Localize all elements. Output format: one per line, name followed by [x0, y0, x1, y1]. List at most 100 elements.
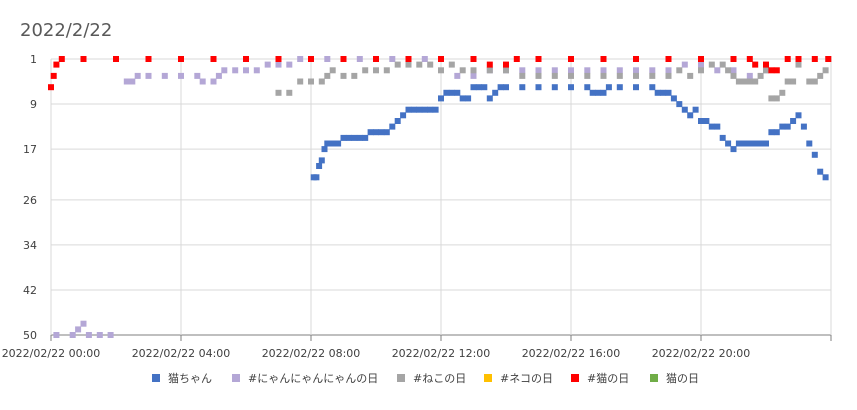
data-point — [714, 123, 721, 130]
data-point — [568, 84, 574, 91]
data-point — [389, 123, 396, 130]
data-point — [633, 56, 639, 62]
data-point — [329, 67, 336, 74]
data-point — [687, 112, 694, 119]
data-point — [568, 72, 574, 79]
data-point — [470, 72, 477, 79]
legend-swatch — [650, 374, 658, 382]
data-point — [811, 56, 818, 62]
data-point — [316, 163, 323, 169]
chart-title: 2022/2/22 — [20, 20, 112, 41]
data-point — [535, 56, 542, 62]
data-point — [96, 332, 103, 338]
data-point — [773, 95, 780, 102]
data-point — [58, 56, 65, 62]
y-tick-label: 1 — [30, 53, 37, 66]
data-point — [649, 84, 656, 91]
data-point — [318, 78, 325, 85]
data-point — [741, 140, 748, 147]
data-point — [817, 72, 824, 79]
data-point — [654, 89, 661, 96]
data-point — [405, 56, 412, 62]
data-point — [308, 56, 314, 62]
data-point — [465, 95, 472, 102]
data-point — [730, 67, 737, 74]
y-tick-label: 34 — [23, 239, 37, 252]
data-point — [730, 146, 737, 153]
data-point — [773, 67, 780, 74]
x-tick-label: 2022/02/22 12:00 — [392, 347, 491, 360]
data-point — [719, 61, 726, 68]
data-point — [107, 332, 114, 338]
series-1 — [53, 56, 769, 338]
data-point — [69, 332, 76, 338]
data-point — [53, 332, 60, 338]
data-point — [470, 84, 477, 91]
data-point — [454, 89, 461, 96]
data-point — [123, 78, 130, 85]
data-point — [665, 89, 672, 96]
data-point — [825, 56, 832, 62]
data-point — [795, 61, 802, 68]
data-point — [373, 56, 379, 62]
data-point — [340, 134, 347, 141]
data-point — [264, 61, 271, 68]
data-point — [275, 89, 282, 96]
x-tick-label: 2022/02/22 04:00 — [132, 347, 231, 360]
data-point — [129, 78, 136, 85]
data-point — [50, 72, 57, 79]
data-point — [308, 78, 314, 85]
data-point — [362, 134, 369, 141]
data-point — [519, 84, 526, 91]
data-point — [481, 84, 488, 91]
legend-label: 猫ちゃん — [168, 372, 212, 385]
data-point — [746, 72, 753, 79]
data-point — [145, 72, 152, 79]
data-point — [416, 61, 423, 68]
data-point — [421, 56, 428, 62]
data-point — [324, 56, 331, 62]
data-point — [568, 56, 574, 62]
data-point — [589, 89, 596, 96]
data-point — [243, 56, 249, 62]
data-point — [321, 146, 328, 153]
data-point — [584, 72, 591, 79]
data-point — [719, 134, 726, 141]
data-point — [486, 95, 493, 102]
data-point — [752, 61, 759, 68]
data-point — [80, 320, 87, 327]
data-point — [438, 56, 444, 62]
data-point — [698, 118, 704, 124]
data-point — [616, 67, 623, 74]
data-point — [779, 123, 786, 130]
data-point — [741, 78, 748, 85]
data-point — [730, 56, 737, 62]
data-point — [356, 134, 363, 141]
data-point — [633, 72, 639, 79]
data-point — [757, 72, 764, 79]
data-point — [75, 326, 82, 333]
data-point — [735, 78, 742, 85]
data-point — [519, 72, 526, 79]
y-tick-label: 26 — [23, 194, 37, 207]
series-0 — [310, 84, 829, 181]
data-point — [134, 72, 141, 79]
y-tick-label: 9 — [30, 98, 37, 111]
data-point — [811, 78, 818, 85]
data-point — [373, 129, 379, 136]
data-point — [768, 67, 775, 74]
legend-swatch — [152, 374, 160, 382]
data-point — [210, 78, 217, 85]
data-point — [692, 106, 699, 113]
data-point — [410, 106, 417, 113]
data-point — [665, 72, 672, 79]
data-point — [416, 106, 423, 113]
data-point — [779, 89, 786, 96]
data-point — [503, 67, 509, 74]
data-point — [351, 72, 358, 79]
data-point — [194, 72, 201, 79]
data-point — [795, 56, 802, 62]
legend-label: #にゃんにゃんにゃんの日 — [248, 372, 378, 385]
data-point — [746, 56, 753, 62]
data-point — [454, 72, 461, 79]
